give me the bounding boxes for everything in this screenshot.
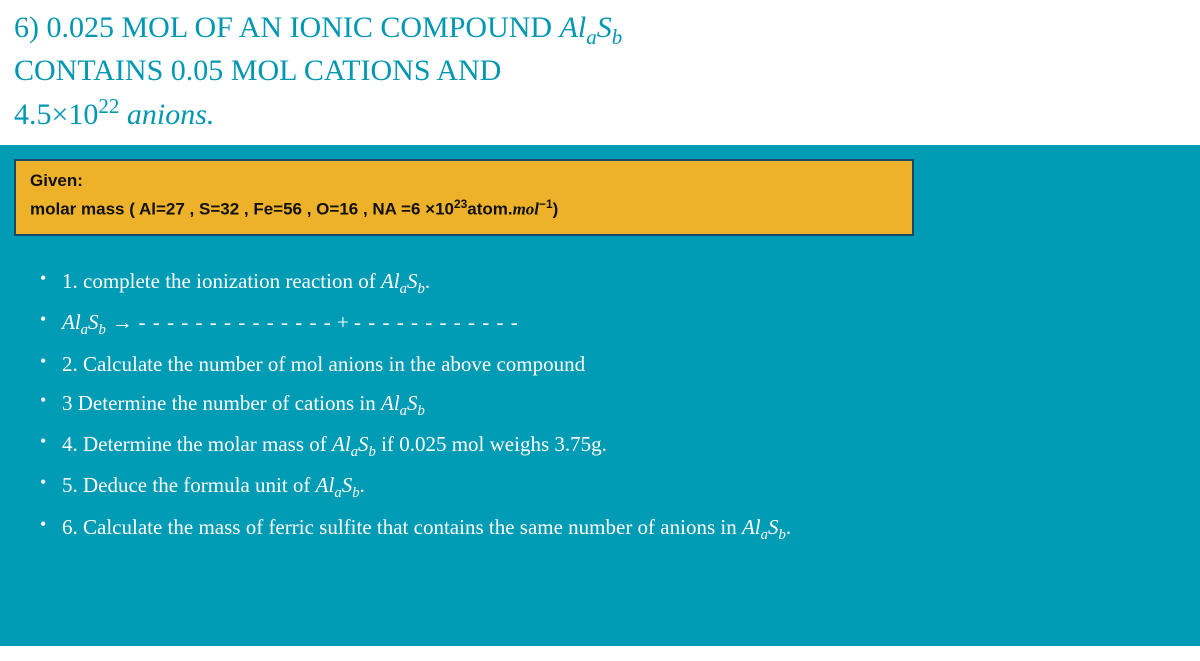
q4-sub-a: a	[351, 444, 358, 460]
question-3: 3 Determine the number of cations in Ala…	[62, 384, 1186, 425]
question-2: 2. Calculate the number of mol anions in…	[62, 345, 1186, 384]
q4-text-b: if 0.025 mol weighs 3.75g.	[376, 432, 607, 456]
title-line1-text: 6) 0.025 MOL OF AN IONIC COMPOUND	[14, 11, 560, 44]
title-line3-b: anions.	[119, 98, 214, 131]
q3-text: 3 Determine the number of cations in	[62, 391, 381, 415]
title-line3-a: 4.5×10	[14, 98, 98, 131]
title-line2: CONTAINS 0.05 MOL CATIONS AND	[14, 54, 501, 87]
q2-text: 2. Calculate the number of mol anions in…	[62, 352, 585, 376]
q1b-dashes1: - - - - - - - - - - - - - -	[139, 310, 332, 334]
q5-text: 5. Deduce the formula unit of	[62, 473, 316, 497]
question-1: 1. complete the ionization reaction of A…	[62, 262, 1186, 303]
q6-s: S	[768, 515, 779, 539]
q5-sub-a: a	[334, 486, 341, 502]
given-values: molar mass ( Al=27 , S=32 , Fe=56 , O=16…	[30, 197, 898, 220]
given-text-e: )	[553, 200, 559, 219]
q6-text: 6. Calculate the mass of ferric sulfite …	[62, 515, 742, 539]
q1b-s: S	[88, 310, 99, 334]
given-text-d: −1	[539, 197, 553, 211]
q3-s: S	[407, 391, 418, 415]
title-formula-sub-a: a	[586, 25, 597, 49]
header-section: 6) 0.025 MOL OF AN IONIC COMPOUND AlaSb …	[0, 0, 1200, 145]
title-formula-sub-b: b	[612, 25, 623, 49]
q1-al: Al	[381, 269, 400, 293]
q5-s: S	[342, 473, 353, 497]
q1-sub-a: a	[400, 281, 407, 297]
question-1b: AlaSb → - - - - - - - - - - - - - - + - …	[62, 303, 1186, 344]
question-6: 6. Calculate the mass of ferric sulfite …	[62, 508, 1186, 549]
q3-sub-a: a	[400, 403, 407, 419]
given-text-a: molar mass ( Al=27 , S=32 , Fe=56 , O=16…	[30, 200, 454, 219]
title-formula-al: Al	[560, 11, 587, 44]
title-line3-sup: 22	[98, 94, 119, 118]
q1-sub-b: b	[417, 281, 424, 297]
given-sup: 23	[454, 197, 467, 211]
q3-al: Al	[381, 391, 400, 415]
q4-al: Al	[332, 432, 351, 456]
q1b-arrow: →	[106, 311, 139, 334]
problem-title: 6) 0.025 MOL OF AN IONIC COMPOUND AlaSb …	[14, 8, 1186, 135]
q1-s: S	[407, 269, 418, 293]
q1-text: 1. complete the ionization reaction of	[62, 269, 381, 293]
title-formula-s: S	[597, 11, 612, 44]
q1b-plus: +	[332, 310, 354, 334]
q5-dot: .	[360, 473, 365, 497]
q4-s: S	[358, 432, 369, 456]
q3-sub-b: b	[418, 403, 425, 419]
q6-sub-b: b	[778, 527, 785, 543]
q1b-al: Al	[62, 310, 81, 334]
given-label: Given:	[30, 171, 898, 191]
q5-sub-b: b	[352, 486, 359, 502]
q6-sub-a: a	[761, 527, 768, 543]
q4-text-a: 4. Determine the molar mass of	[62, 432, 332, 456]
given-box: Given: molar mass ( Al=27 , S=32 , Fe=56…	[14, 159, 914, 236]
q1b-dashes2: - - - - - - - - - - - -	[354, 310, 519, 334]
given-text-b: atom.	[467, 200, 512, 219]
given-text-c: mol	[513, 200, 539, 219]
q1b-sub-a: a	[81, 323, 88, 339]
q1b-sub-b: b	[99, 323, 106, 339]
q5-al: Al	[316, 473, 335, 497]
content-section: Given: molar mass ( Al=27 , S=32 , Fe=56…	[0, 145, 1200, 646]
q6-dot: .	[786, 515, 791, 539]
q1-dot: .	[425, 269, 430, 293]
q4-sub-b: b	[369, 444, 376, 460]
question-list: 1. complete the ionization reaction of A…	[14, 262, 1186, 549]
question-5: 5. Deduce the formula unit of AlaSb.	[62, 466, 1186, 507]
q6-al: Al	[742, 515, 761, 539]
question-4: 4. Determine the molar mass of AlaSb if …	[62, 425, 1186, 466]
